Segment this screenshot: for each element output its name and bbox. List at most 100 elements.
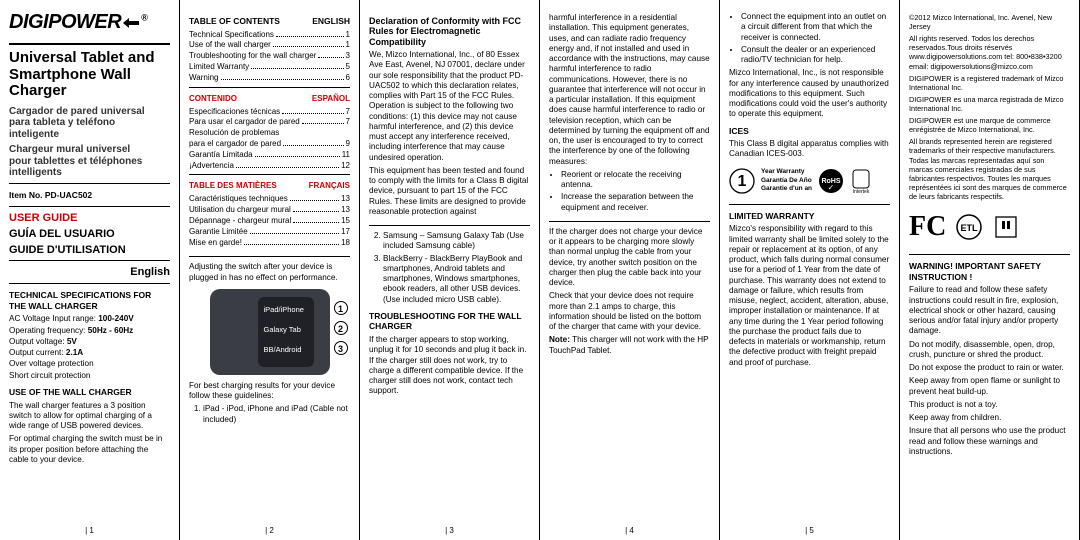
charging-paragraph: If the charger does not charge your devi… bbox=[549, 227, 710, 289]
fcc-heading: Declaration of Conformity with FCC Rules… bbox=[369, 16, 530, 47]
product-title: Universal Tablet andSmartphone Wall Char… bbox=[9, 50, 170, 100]
diagram-label: BB/Android bbox=[264, 345, 302, 354]
hp-note: Note: This charger will not work with th… bbox=[549, 335, 710, 356]
warranty-heading: LIMITED WARRANTY bbox=[729, 211, 890, 222]
device-diagram: iPad/iPhone Galaxy Tab BB/Android 1 2 3 bbox=[210, 289, 330, 375]
subtitle-es: Cargador de pared universalpara tableta … bbox=[9, 106, 170, 141]
column-5: Connect the equipment into an outlet on … bbox=[720, 0, 900, 540]
best-results: For best charging results for your devic… bbox=[189, 381, 350, 402]
column-2: TABLE OF CONTENTSEnglish Technical Speci… bbox=[180, 0, 360, 540]
svg-text:ETL: ETL bbox=[961, 223, 979, 233]
amps-paragraph: Check that your device does not require … bbox=[549, 291, 710, 332]
list-item: Reorient or relocate the receiving anten… bbox=[561, 170, 710, 191]
diagram-label: Galaxy Tab bbox=[264, 325, 301, 334]
language-english: English bbox=[9, 266, 170, 280]
guideline-list: Samsung – Samsung Galaxy Tab (Use includ… bbox=[369, 231, 530, 305]
trademark: DIGIPOWER is a registered trademark of M… bbox=[909, 74, 1070, 92]
toc-row: Utilisation du chargeur mural13 bbox=[189, 205, 350, 216]
warning-paragraph: Do not modify, disassemble, open, drop, … bbox=[909, 340, 1070, 361]
warranty-text: Year WarrantyGarantía De AñoGarantie d'u… bbox=[761, 168, 812, 192]
toc-row: Use of the wall charger1 bbox=[189, 40, 350, 51]
column-6: ©2012 Mizco International, Inc. Avenel, … bbox=[900, 0, 1080, 540]
troubleshoot-heading: TROUBLESHOOTING FOR THE WALL CHARGER bbox=[369, 311, 530, 332]
warning-paragraph: This product is not a toy. bbox=[909, 400, 1070, 410]
toc-row: Garantie Limitée17 bbox=[189, 227, 350, 238]
column-3: Declaration of Conformity with FCC Rules… bbox=[360, 0, 540, 540]
brand-text: DIGIPOWER bbox=[9, 11, 121, 33]
tdm-heading: TABLE DES MATIÈRESFrançais bbox=[189, 181, 350, 191]
toc-row: Especificaciones técnicas7 bbox=[189, 107, 350, 118]
page-number: | 4 bbox=[549, 522, 710, 536]
trademark: DIGIPOWER es una marca registrada de Miz… bbox=[909, 95, 1070, 113]
subtitle-fr: Chargeur mural universelpour tablettes e… bbox=[9, 144, 170, 179]
toc-row: ¡Advertencia12 bbox=[189, 161, 350, 172]
use-heading: USE OF THE WALL CHARGER bbox=[9, 387, 170, 398]
copyright: ©2012 Mizco International, Inc. Avenel, … bbox=[909, 13, 1070, 31]
diagram-number: 2 bbox=[334, 321, 348, 335]
copyright: All rights reserved. Todos los derechos … bbox=[909, 34, 1070, 70]
list-item: Connect the equipment into an outlet on … bbox=[741, 12, 890, 43]
warning-paragraph: Insure that all persons who use the prod… bbox=[909, 426, 1070, 457]
list-item: BlackBerry - BlackBerry PlayBook and sma… bbox=[383, 254, 530, 305]
page-number: | 1 bbox=[9, 522, 170, 536]
toc-row: Mise en garde!18 bbox=[189, 238, 350, 249]
toc-row: Limited Warranty5 bbox=[189, 62, 350, 73]
interference-paragraph: harmful interference in a residential in… bbox=[549, 13, 710, 167]
heading-guide-fr: GUIDE D'UTILISATION bbox=[9, 244, 170, 258]
list-item: iPad - iPod, iPhone and iPad (Cable not … bbox=[203, 404, 350, 425]
fcc-icon: FC bbox=[909, 209, 946, 244]
heading-guia: GUÍA DEL USUARIO bbox=[9, 228, 170, 242]
item-number: Item No. PD-UAC502 bbox=[9, 190, 170, 201]
warranty-paragraph: Mizco's responsibility with regard to th… bbox=[729, 224, 890, 368]
spec-row: Short circuit protection bbox=[9, 371, 170, 381]
svg-text:1: 1 bbox=[738, 173, 747, 190]
page-number: | 3 bbox=[369, 522, 530, 536]
spec-row: Over voltage protection bbox=[9, 359, 170, 369]
page-number: | 5 bbox=[729, 522, 890, 536]
toc-row: Caractéristiques techniques13 bbox=[189, 194, 350, 205]
toc-row: Warning6 bbox=[189, 73, 350, 84]
trademark: DIGIPOWER est une marque de commerce enr… bbox=[909, 116, 1070, 134]
toc-row: Garantía Limitada11 bbox=[189, 150, 350, 161]
warning-paragraph: Failure to read and follow these safety … bbox=[909, 285, 1070, 336]
etl-icon: ETL bbox=[952, 213, 986, 241]
ices-paragraph: This Class B digital apparatus complies … bbox=[729, 139, 890, 160]
badge-row: 1 Year WarrantyGarantía De AñoGarantie d… bbox=[729, 168, 890, 194]
svg-text:Intertek: Intertek bbox=[853, 189, 870, 194]
list-item: Increase the separation between the equi… bbox=[561, 192, 710, 213]
column-1: DIGIPOWER® Universal Tablet andSmartphon… bbox=[0, 0, 180, 540]
intertek-icon: Intertek bbox=[850, 168, 872, 194]
svg-text:✓: ✓ bbox=[828, 183, 835, 192]
column-4: harmful interference in a residential in… bbox=[540, 0, 720, 540]
guideline-list: iPad - iPod, iPhone and iPad (Cable not … bbox=[189, 404, 350, 425]
adjust-note: Adjusting the switch after your device i… bbox=[189, 262, 350, 283]
toc-row: Dépannage - chargeur mural15 bbox=[189, 216, 350, 227]
spec-heading: TECHNICAL SPECIFICATIONS FOR THE WALL CH… bbox=[9, 290, 170, 311]
measures-list: Reorient or relocate the receiving anten… bbox=[549, 170, 710, 213]
plug-icon bbox=[992, 213, 1020, 241]
spec-row: Operating frequency: 50Hz - 60Hz bbox=[9, 326, 170, 336]
toc-row: para el cargador de pared9 bbox=[189, 139, 350, 150]
toc-heading: TABLE OF CONTENTSEnglish bbox=[189, 16, 350, 27]
ices-heading: ICES bbox=[729, 126, 890, 137]
spec-row: AC Voltage Input range: 100-240V bbox=[9, 314, 170, 324]
spec-row: Output current: 2.1A bbox=[9, 348, 170, 358]
troubleshoot-paragraph: If the charger appears to stop working, … bbox=[369, 335, 530, 397]
toc-row: Para usar el cargador de pared7 bbox=[189, 117, 350, 128]
fcc-paragraph: This equipment has been tested and found… bbox=[369, 166, 530, 217]
use-paragraph: For optimal charging the switch must be … bbox=[9, 434, 170, 465]
spec-row: Output voltage: 5V bbox=[9, 337, 170, 347]
toc-row: Troubleshooting for the wall charger3 bbox=[189, 51, 350, 62]
use-paragraph: The wall charger features a 3 position s… bbox=[9, 401, 170, 432]
warning-heading: WARNING! IMPORTANT SAFETY INSTRUCTION ! bbox=[909, 261, 1070, 282]
trademark: All brands represented herein are regist… bbox=[909, 137, 1070, 201]
diagram-number: 1 bbox=[334, 301, 348, 315]
rohs-icon: RoHS✓ bbox=[818, 168, 844, 194]
mizco-paragraph: Mizco International, Inc., is not respon… bbox=[729, 68, 890, 119]
warning-paragraph: Keep away from children. bbox=[909, 413, 1070, 423]
warning-paragraph: Do not expose the product to rain or wat… bbox=[909, 363, 1070, 373]
page-number: | 2 bbox=[189, 522, 350, 536]
fcc-paragraph: We, Mizco International, Inc., of 80 Ess… bbox=[369, 50, 530, 163]
list-item: Samsung – Samsung Galaxy Tab (Use includ… bbox=[383, 231, 530, 252]
warning-paragraph: Keep away from open flame or sunlight to… bbox=[909, 376, 1070, 397]
